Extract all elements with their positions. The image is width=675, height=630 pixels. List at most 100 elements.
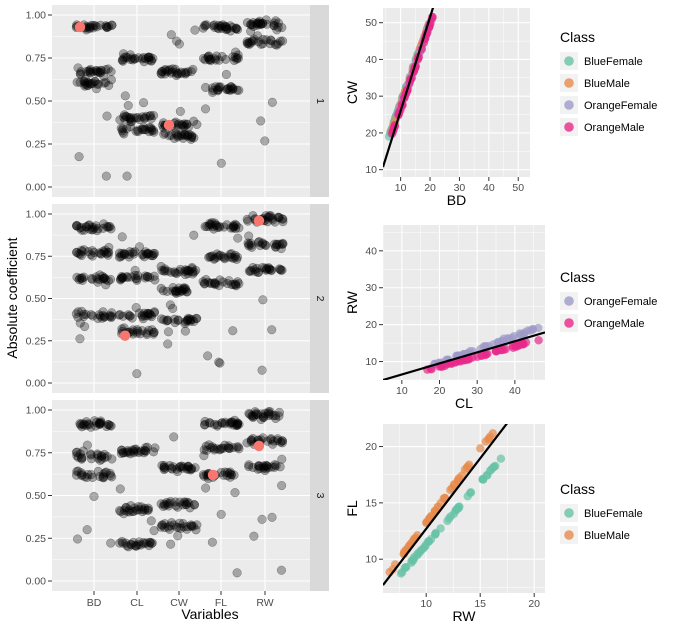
legend-title: Class	[560, 481, 595, 497]
data-point	[200, 222, 210, 232]
legend-swatch	[564, 100, 574, 110]
data-point	[74, 152, 84, 162]
data-point	[170, 497, 180, 507]
data-point	[149, 526, 159, 536]
data-point	[209, 443, 219, 453]
data-point	[131, 126, 141, 136]
data-point	[139, 252, 149, 262]
data-point	[276, 565, 286, 575]
data-point	[136, 502, 146, 512]
data-point	[232, 53, 242, 63]
y-tick-label: 0.50	[26, 490, 47, 502]
data-point	[256, 39, 266, 49]
data-point	[138, 249, 148, 259]
data-point	[97, 313, 107, 323]
data-point	[277, 481, 287, 491]
data-point	[191, 525, 201, 535]
data-point	[120, 91, 130, 101]
data-point	[262, 265, 272, 275]
data-point	[104, 80, 114, 90]
data-point	[214, 357, 224, 367]
data-point	[182, 316, 192, 326]
data-point	[92, 449, 102, 459]
data-point	[75, 449, 85, 459]
highlight-point	[207, 469, 219, 481]
data-point	[273, 18, 283, 28]
legend-label: BlueMale	[584, 530, 630, 542]
data-point	[464, 460, 474, 469]
data-point	[230, 219, 240, 229]
data-point	[269, 20, 279, 30]
x-tick-label: RW	[256, 597, 273, 609]
x-tick-label: BD	[87, 597, 102, 609]
data-point	[270, 411, 280, 421]
data-point	[188, 267, 198, 277]
data-point	[86, 79, 96, 89]
data-point	[143, 52, 153, 62]
legend-title: Class	[560, 29, 595, 45]
data-point	[424, 537, 434, 546]
data-point	[131, 444, 141, 454]
data-point	[105, 421, 115, 431]
data-point	[101, 171, 111, 181]
data-point	[191, 313, 201, 323]
data-point	[447, 359, 456, 368]
data-point	[230, 488, 240, 498]
data-point	[125, 447, 135, 457]
data-point	[88, 472, 98, 482]
data-point	[158, 286, 168, 296]
data-point	[173, 131, 183, 141]
facet-strip-label: 1	[314, 98, 326, 104]
data-point	[501, 344, 510, 354]
data-point	[122, 171, 132, 181]
data-point	[156, 68, 166, 78]
data-point	[212, 249, 222, 259]
data-point	[143, 249, 153, 259]
data-point	[79, 309, 89, 319]
data-point	[145, 309, 155, 319]
points-BD	[71, 416, 117, 548]
data-point	[123, 310, 133, 320]
data-point	[79, 225, 89, 235]
data-point	[89, 20, 99, 30]
data-point	[257, 514, 267, 524]
data-point	[262, 461, 272, 471]
data-point	[268, 411, 278, 421]
data-point	[225, 21, 235, 31]
data-point	[122, 124, 132, 134]
data-point	[118, 538, 128, 548]
data-point	[160, 519, 170, 529]
data-point	[102, 249, 112, 259]
data-point	[215, 445, 225, 455]
data-point	[160, 128, 170, 138]
data-point	[86, 470, 96, 480]
x-axis-title: BD	[447, 192, 466, 208]
facet-strip-label: 3	[314, 493, 326, 499]
data-point	[212, 421, 222, 431]
y-tick-label: 20	[365, 127, 377, 139]
data-point	[80, 74, 90, 84]
data-point	[232, 568, 242, 578]
points-FL	[198, 20, 244, 168]
legend-title: Class	[560, 269, 595, 285]
data-point	[72, 466, 82, 476]
y-tick-label: 0.00	[26, 378, 47, 390]
data-point	[127, 313, 137, 323]
data-point	[273, 39, 283, 49]
data-point	[250, 410, 260, 420]
data-point	[207, 218, 217, 228]
data-point	[182, 119, 192, 129]
data-point	[119, 505, 129, 515]
y-tick-label: 0.25	[26, 139, 47, 151]
data-point	[149, 271, 159, 281]
data-point	[86, 250, 96, 260]
data-point	[214, 251, 224, 261]
data-point	[101, 275, 111, 285]
data-point	[133, 505, 143, 515]
data-point	[101, 78, 111, 88]
data-point	[256, 19, 266, 29]
data-point	[229, 280, 239, 290]
data-point	[163, 327, 173, 337]
data-point	[242, 214, 252, 224]
